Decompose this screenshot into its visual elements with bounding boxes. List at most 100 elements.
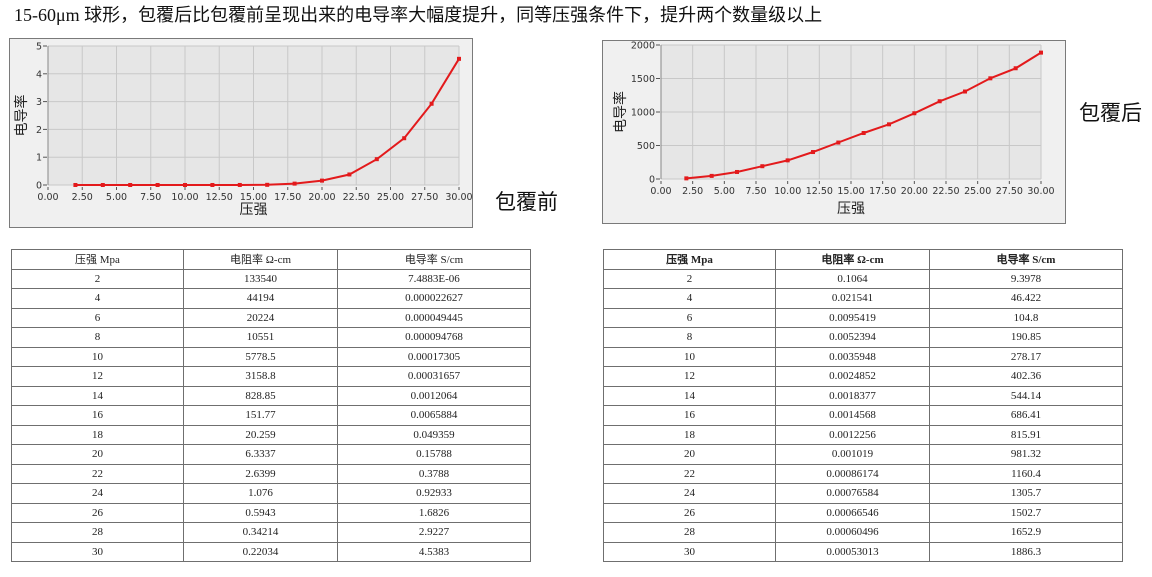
cell-pressure: 14 [603, 385, 776, 406]
y-tick-label: 5 [36, 42, 42, 53]
x-tick-label: 10.00 [774, 186, 801, 197]
data-point [429, 101, 434, 106]
data-point [735, 169, 739, 174]
header-resistivity: 电阻率 Ω-cm [775, 249, 930, 270]
cell-resistivity: 0.22034 [183, 541, 338, 562]
cell-conductivity: 1652.9 [929, 522, 1123, 543]
data-point [937, 99, 942, 104]
y-tick-label: 0 [36, 181, 42, 192]
cell-conductivity: 9.3978 [929, 268, 1123, 289]
x-tick-label: 25.00 [964, 186, 991, 197]
table-row: 24 1.076 0.92933 [11, 483, 531, 504]
cell-conductivity: 544.14 [929, 385, 1123, 406]
cell-resistivity: 20224 [183, 307, 338, 328]
table-row: 10 5778.5 0.00017305 [11, 346, 531, 367]
x-tick-label: 22.50 [343, 192, 370, 203]
cell-pressure: 14 [11, 385, 184, 406]
cell-pressure: 8 [11, 327, 184, 348]
header-pressure: 压强 Mpa [11, 249, 184, 270]
cell-pressure: 16 [603, 405, 776, 426]
cell-conductivity: 7.4883E-06 [337, 268, 531, 289]
table-row: 22 2.6399 0.3788 [11, 463, 531, 484]
x-tick-label: 30.00 [1027, 186, 1054, 197]
table-row: 26 0.5943 1.6826 [11, 502, 531, 523]
cell-conductivity: 1.6826 [337, 502, 531, 523]
cell-resistivity: 0.0035948 [775, 346, 930, 367]
header-conductivity: 电导率 S/cm [337, 249, 531, 270]
x-tick-label: 2.50 [682, 186, 703, 197]
cell-resistivity: 0.00086174 [775, 463, 930, 484]
cell-pressure: 6 [11, 307, 184, 328]
x-tick-label: 7.50 [140, 192, 161, 203]
x-axis-title: 压强 [240, 202, 268, 218]
x-tick-label: 5.00 [106, 192, 127, 203]
table-row: 6 0.0095419 104.8 [603, 307, 1123, 328]
cell-conductivity: 1305.7 [929, 483, 1123, 504]
x-tick-label: 15.00 [837, 186, 864, 197]
cell-resistivity: 0.0052394 [775, 327, 930, 348]
table-row: 8 0.0052394 190.85 [603, 327, 1123, 348]
cell-conductivity: 0.0065884 [337, 405, 531, 426]
cell-conductivity: 686.41 [929, 405, 1123, 426]
y-tick-label: 2 [36, 125, 42, 136]
cell-pressure: 24 [603, 483, 776, 504]
data-point [836, 140, 841, 145]
cell-conductivity: 190.85 [929, 327, 1123, 348]
x-tick-label: 20.00 [901, 186, 928, 197]
table-before-coating: 压强 Mpa 电阻率 Ω-cm 电导率 S/cm 2 133540 7.4883E-… [11, 249, 531, 562]
cell-pressure: 12 [11, 366, 184, 387]
cell-pressure: 28 [11, 522, 184, 543]
data-point [457, 56, 461, 61]
cell-resistivity: 0.34214 [183, 522, 338, 543]
cell-conductivity: 0.00031657 [337, 366, 531, 387]
cell-resistivity: 44194 [183, 288, 338, 309]
cell-conductivity: 104.8 [929, 307, 1123, 328]
cell-conductivity: 0.000049445 [337, 307, 531, 328]
cell-resistivity: 0.00066546 [775, 502, 930, 523]
table-row: 16 0.0014568 686.41 [603, 405, 1123, 426]
cell-conductivity: 0.0012064 [337, 385, 531, 406]
x-axis-title: 压强 [837, 201, 865, 217]
x-tick-label: 22.50 [932, 186, 959, 197]
data-point [963, 89, 967, 94]
x-tick-label: 10.00 [171, 192, 198, 203]
data-point [210, 182, 215, 187]
label-before-coating: 包覆前 [495, 190, 558, 214]
cell-pressure: 28 [603, 522, 776, 543]
data-point [100, 182, 105, 187]
table-row: 14 828.85 0.0012064 [11, 385, 531, 406]
x-tick-label: 17.50 [869, 186, 896, 197]
table-row: 26 0.00066546 1502.7 [603, 502, 1123, 523]
cell-pressure: 2 [11, 268, 184, 289]
data-point [912, 111, 917, 116]
chart-before-coating: 0.00 2.50 5.00 7.50 10.00 12.50 15.00 17.50 20.0… [9, 38, 473, 228]
cell-resistivity: 3158.8 [183, 366, 338, 387]
cell-resistivity: 0.0024852 [775, 366, 930, 387]
data-point [73, 182, 78, 187]
table-header-row: 压强 Mpa 电阻率 Ω-cm 电导率 S/cm [603, 249, 1123, 270]
x-tick-label: 2.50 [72, 192, 93, 203]
x-tick-label: 20.00 [308, 192, 335, 203]
cell-pressure: 20 [603, 444, 776, 465]
cell-resistivity: 0.0095419 [775, 307, 930, 328]
cell-conductivity: 0.000094768 [337, 327, 531, 348]
table-row: 2 133540 7.4883E-06 [11, 268, 531, 289]
cell-pressure: 22 [11, 463, 184, 484]
data-point [988, 76, 993, 81]
table-row: 30 0.22034 4.5383 [11, 541, 531, 562]
cell-conductivity: 1886.3 [929, 541, 1123, 562]
data-point [155, 182, 160, 187]
cell-pressure: 30 [603, 541, 776, 562]
data-point [237, 182, 242, 187]
cell-pressure: 18 [11, 424, 184, 445]
data-point [402, 136, 407, 141]
cell-pressure: 26 [603, 502, 776, 523]
cell-conductivity: 4.5383 [337, 541, 531, 562]
data-point [265, 182, 270, 187]
chart-after-coating: 0.00 2.50 5.00 7.50 10.00 12.50 15.00 17.50 20.0… [602, 40, 1066, 224]
y-tick-label: 1000 [631, 108, 655, 119]
cell-conductivity: 2.9227 [337, 522, 531, 543]
cell-pressure: 30 [11, 541, 184, 562]
headline: 15-60μm 球形，包覆后比包覆前呈现出来的电导率大幅度提升，同等压强条件下，… [14, 5, 823, 25]
cell-resistivity: 133540 [183, 268, 338, 289]
